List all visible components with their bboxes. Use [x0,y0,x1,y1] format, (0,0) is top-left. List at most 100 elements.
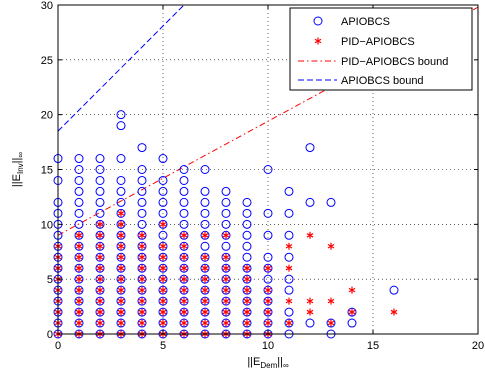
apiobcs-point [221,241,231,251]
apiobcs-point [326,318,336,328]
pid-apiobcs-point [264,286,272,294]
legend: APIOBCS PID−APIOBCS PID−APIOBCS bound AP… [289,7,473,91]
y-tick-label: 25 [41,55,53,67]
apiobcs-point [326,197,336,207]
pid-apiobcs-point [201,319,209,327]
apiobcs-point [242,241,252,251]
apiobcs-point [158,230,168,240]
apiobcs-point [263,274,273,284]
apiobcs-point [221,318,231,328]
pid-apiobcs-point [264,308,272,316]
apiobcs-point [137,219,147,229]
legend-label-pid-apiobcs: PID−APIOBCS [341,36,415,48]
apiobcs-point [263,252,273,262]
apiobcs-point [221,285,231,295]
pid-apiobcs-point [201,264,209,272]
apiobcs-point [242,307,252,317]
pid-apiobcs-point [243,308,251,316]
apiobcs-point [242,274,252,284]
apiobcs-point [95,274,105,284]
pid-apiobcs-point [96,308,104,316]
bound-lines [58,5,478,236]
legend-label-pid-bound: PID−APIOBCS bound [341,56,448,68]
pid-apiobcs-point [96,253,104,261]
apiobcs-point [284,285,294,295]
apiobcs-point [74,274,84,284]
pid-apiobcs-point [159,308,167,316]
apiobcs-point [179,241,189,251]
legend-box [289,7,473,91]
apiobcs-point [158,197,168,207]
apiobcs-point [263,263,273,273]
apiobcs-point [221,263,231,273]
pid-apiobcs-point [117,297,125,305]
apiobcs-point [137,285,147,295]
apiobcs-point [284,318,294,328]
pid-apiobcs-point [117,231,125,239]
legend-asterisk-glyph [314,37,322,45]
pid-apiobcs-point [117,209,125,217]
apiobcs-point [221,230,231,240]
x-tick-label: 5 [160,340,166,352]
apiobcs-point [200,219,210,229]
pid-apiobcs-point [96,319,104,327]
apiobcs-point [158,274,168,284]
pid-apiobcs-point [201,231,209,239]
apiobcs-point [74,252,84,262]
pid-apiobcs-point [180,264,188,272]
apiobcs-point [95,154,105,164]
apiobcs-point [200,208,210,218]
apiobcs-point [74,230,84,240]
apiobcs-point [137,241,147,251]
pid-apiobcs-point [96,275,104,283]
apiobcs-point [158,186,168,196]
pid-apiobcs-point [159,275,167,283]
apiobcs-point [74,307,84,317]
pid-apiobcs-point [180,253,188,261]
apiobcs-point [95,252,105,262]
apiobcs-point [221,208,231,218]
pid-apiobcs-point [180,308,188,316]
apiobcs-point [116,263,126,273]
pid-apiobcs-point [327,297,335,305]
pid-apiobcs-point [96,242,104,250]
pid-apiobcs-point [222,319,230,327]
pid-apiobcs-point [138,319,146,327]
axis-ticks: 0 5 10 15 20 0 5 10 15 20 25 30 [41,0,484,352]
apiobcs-point [95,208,105,218]
y-tick-label: 10 [41,219,53,231]
apiobcs-point [242,296,252,306]
pid-apiobcs-point [96,286,104,294]
grid-lines [58,5,478,334]
apiobcs-point [200,197,210,207]
pid-apiobcs-point [117,308,125,316]
apiobcs-point [221,274,231,284]
apiobcs-point [284,307,294,317]
pid-apiobcs-point [327,319,335,327]
apiobcs-point [95,241,105,251]
apiobcs-point [95,197,105,207]
apiobcs-point [158,154,168,164]
pid-apiobcs-point [96,297,104,305]
apiobcs-point [158,296,168,306]
apiobcs-point [179,230,189,240]
apiobcs-point [221,219,231,229]
apiobcs-point [137,296,147,306]
apiobcs-point [305,318,315,328]
pid-apiobcs-bound-line [58,6,478,236]
pid-apiobcs-point [159,242,167,250]
y-tick-label: 15 [41,165,53,177]
apiobcs-point [179,197,189,207]
apiobcs-point [74,318,84,328]
apiobcs-point [389,285,399,295]
pid-apiobcs-point [75,231,83,239]
pid-apiobcs-point [180,297,188,305]
apiobcs-point [263,285,273,295]
apiobcs-point [242,263,252,273]
apiobcs-point [284,252,294,262]
apiobcs-point [200,186,210,196]
apiobcs-point [74,219,84,229]
pid-apiobcs-point [117,264,125,272]
legend-label-apiobcs-bound: APIOBCS bound [341,75,424,87]
